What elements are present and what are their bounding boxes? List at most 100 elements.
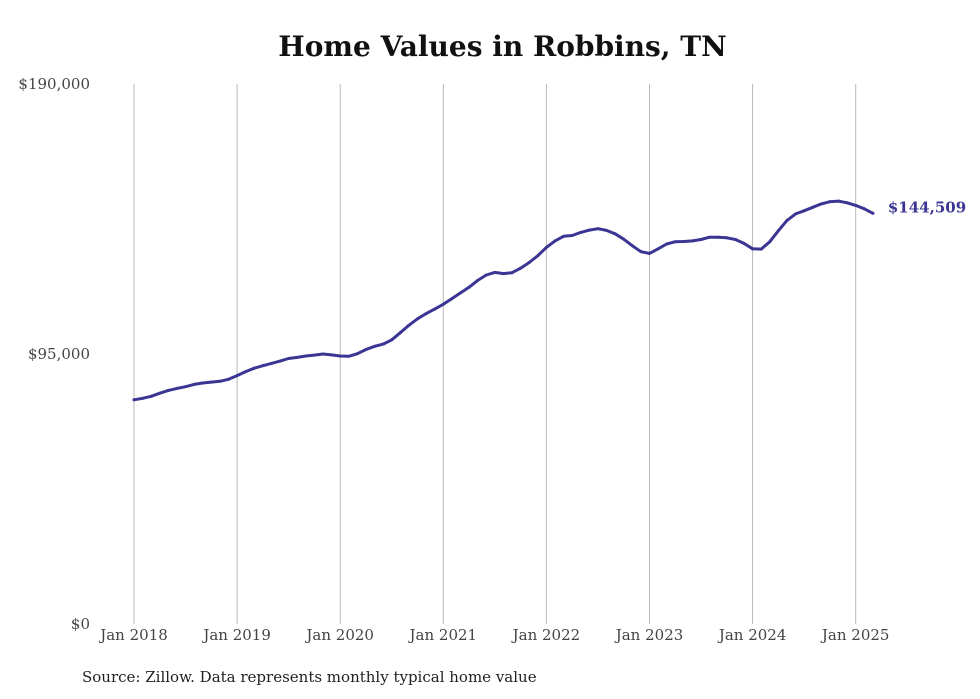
data-point-2021-05 (476, 278, 480, 282)
data-point-2019-01 (235, 374, 239, 378)
data-point-2024-09 (819, 202, 823, 206)
data-point-2021-08 (501, 272, 505, 276)
data-point-2022-10 (622, 237, 626, 241)
data-point-2022-01 (544, 245, 548, 249)
gridlines (133, 84, 857, 624)
data-point-2022-05 (579, 230, 583, 234)
data-point-2020-10 (416, 317, 420, 321)
data-point-2022-12 (639, 250, 643, 254)
x-tick-label: Jan 2019 (201, 626, 271, 644)
data-point-2024-08 (811, 205, 815, 209)
data-point-2020-06 (381, 342, 385, 346)
data-point-2020-01 (338, 354, 342, 358)
data-point-2018-11 (218, 379, 222, 383)
data-point-2019-08 (295, 355, 299, 359)
data-point-2018-09 (201, 381, 205, 385)
y-tick-label: $0 (71, 615, 90, 633)
data-point-2022-09 (613, 232, 617, 236)
data-point-2023-02 (656, 247, 660, 251)
data-point-2023-01 (648, 251, 651, 255)
data-point-2022-04 (570, 233, 574, 237)
data-point-2024-03 (768, 240, 772, 244)
data-point-2020-02 (347, 354, 351, 358)
data-point-2025-03 (871, 211, 875, 215)
data-point-2023-05 (682, 239, 686, 243)
data-point-2024-06 (794, 212, 798, 216)
data-point-2025-01 (854, 203, 858, 207)
data-point-2024-10 (828, 200, 832, 204)
data-point-2024-11 (837, 199, 841, 203)
data-point-2018-08 (192, 382, 196, 386)
data-point-2023-04 (673, 240, 677, 244)
data-point-2021-09 (510, 271, 514, 275)
data-point-2021-07 (493, 270, 497, 274)
data-point-2018-04 (158, 391, 162, 395)
data-point-2021-03 (458, 291, 462, 295)
data-point-2021-06 (484, 273, 488, 277)
x-axis-labels: Jan 2018 Jan 2019 Jan 2020 Jan 2021 Jan 2022… (98, 626, 889, 644)
source-note: Source: Zillow. Data represents monthly … (82, 668, 537, 686)
data-point-2020-08 (398, 331, 402, 335)
data-point-2020-04 (364, 347, 368, 351)
series-layer (132, 199, 875, 402)
data-point-2019-07 (287, 357, 291, 361)
data-point-2024-01 (751, 247, 755, 251)
data-point-2020-03 (355, 352, 359, 356)
y-tick-label: $190,000 (18, 75, 90, 93)
x-tick-label: Jan 2025 (820, 626, 890, 644)
data-point-2024-05 (785, 218, 789, 222)
end-value-label: $144,509 (888, 198, 966, 216)
data-point-2021-12 (536, 254, 540, 258)
data-point-2023-11 (733, 237, 737, 241)
data-point-2019-06 (278, 359, 282, 363)
data-point-2018-06 (175, 386, 179, 390)
data-point-2020-09 (407, 323, 411, 327)
data-point-2023-06 (690, 239, 694, 243)
data-point-2022-03 (562, 234, 566, 238)
chart-title: Home Values in Robbins, TN (278, 30, 727, 63)
data-point-2018-12 (227, 377, 231, 381)
data-point-2019-12 (330, 353, 334, 357)
data-point-2023-07 (699, 237, 703, 241)
data-point-2021-10 (519, 266, 523, 270)
x-tick-label: Jan 2022 (511, 626, 581, 644)
data-point-2020-05 (373, 344, 377, 348)
x-tick-label: Jan 2023 (614, 626, 684, 644)
data-point-2024-04 (776, 229, 780, 233)
data-point-2020-11 (424, 312, 428, 316)
data-point-2022-02 (553, 239, 557, 243)
data-point-2023-09 (716, 235, 720, 239)
data-point-2019-09 (304, 354, 308, 358)
data-point-2020-07 (390, 338, 394, 342)
data-point-2018-07 (184, 385, 188, 389)
data-point-2022-08 (605, 228, 609, 232)
x-tick-label: Jan 2024 (717, 626, 787, 644)
data-point-2018-10 (209, 380, 213, 384)
data-point-2024-12 (845, 201, 849, 205)
home-value-line (132, 199, 875, 402)
data-point-2024-02 (759, 247, 763, 251)
data-point-2021-01 (441, 302, 445, 306)
data-point-2023-10 (725, 236, 729, 240)
data-point-2019-05 (269, 361, 273, 365)
data-point-2018-05 (166, 388, 170, 392)
x-tick-label: Jan 2020 (304, 626, 374, 644)
data-point-2018-03 (149, 394, 153, 398)
y-tick-label: $95,000 (28, 345, 90, 363)
data-point-2021-02 (450, 297, 454, 301)
data-point-2019-11 (321, 352, 325, 356)
data-point-2022-11 (630, 244, 634, 248)
data-point-2023-03 (665, 242, 669, 246)
data-point-2022-07 (596, 227, 600, 231)
x-tick-label: Jan 2018 (98, 626, 168, 644)
data-point-2019-10 (312, 353, 316, 357)
data-point-2020-12 (433, 307, 437, 311)
data-point-2024-07 (802, 209, 806, 213)
data-point-2025-02 (862, 207, 866, 211)
data-point-2022-06 (587, 228, 591, 232)
data-point-2023-08 (708, 235, 712, 239)
points-layer (132, 199, 875, 402)
data-point-2019-03 (252, 366, 256, 370)
data-point-2023-12 (742, 241, 746, 245)
